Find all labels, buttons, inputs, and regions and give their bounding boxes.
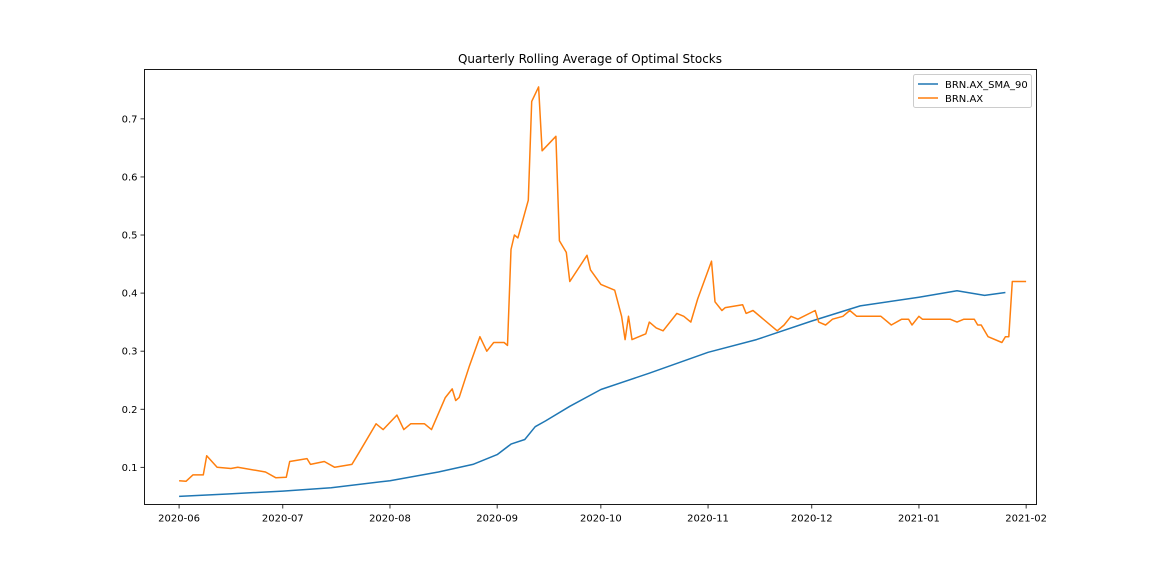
y-tick-label: 0.3	[122, 347, 138, 358]
legend-label-sma: BRN.AX_SMA_90	[945, 80, 1028, 91]
x-tick-label: 2020-10	[580, 514, 622, 525]
x-tick-label: 2020-08	[369, 514, 411, 525]
series-line-1	[179, 86, 1027, 483]
x-tick-label: 2020-11	[687, 514, 729, 525]
series-layer	[179, 86, 1027, 498]
chart-title: Quarterly Rolling Average of Optimal Sto…	[458, 52, 722, 66]
legend-label-brn: BRN.AX	[945, 94, 983, 105]
x-tick-label: 2020-09	[476, 514, 518, 525]
y-tick-label: 0.7	[122, 114, 138, 125]
x-tick-label: 2020-07	[262, 514, 304, 525]
x-tick-label: 2021-02	[1005, 514, 1047, 525]
x-axis: 2020-06 2020-07 2020-08 2020-09 2020-10 2020-…	[158, 504, 1047, 525]
x-tick-label: 2020-06	[158, 514, 200, 525]
legend: BRN.AX_SMA_90 BRN.AX	[913, 74, 1032, 108]
series-line-0	[179, 290, 1006, 498]
y-tick-label: 0.5	[122, 231, 138, 242]
y-tick-label: 0.2	[122, 405, 138, 416]
plot-frame	[144, 69, 1037, 505]
y-axis: 0.1 0.2 0.3 0.4 0.5 0.6 0.7	[122, 114, 145, 474]
y-tick-label: 0.1	[122, 463, 138, 474]
x-tick-label: 2020-12	[791, 514, 833, 525]
legend-box	[913, 74, 1032, 108]
x-tick-label: 2021-01	[898, 514, 940, 525]
y-tick-label: 0.4	[122, 289, 138, 300]
y-tick-label: 0.6	[122, 172, 138, 183]
